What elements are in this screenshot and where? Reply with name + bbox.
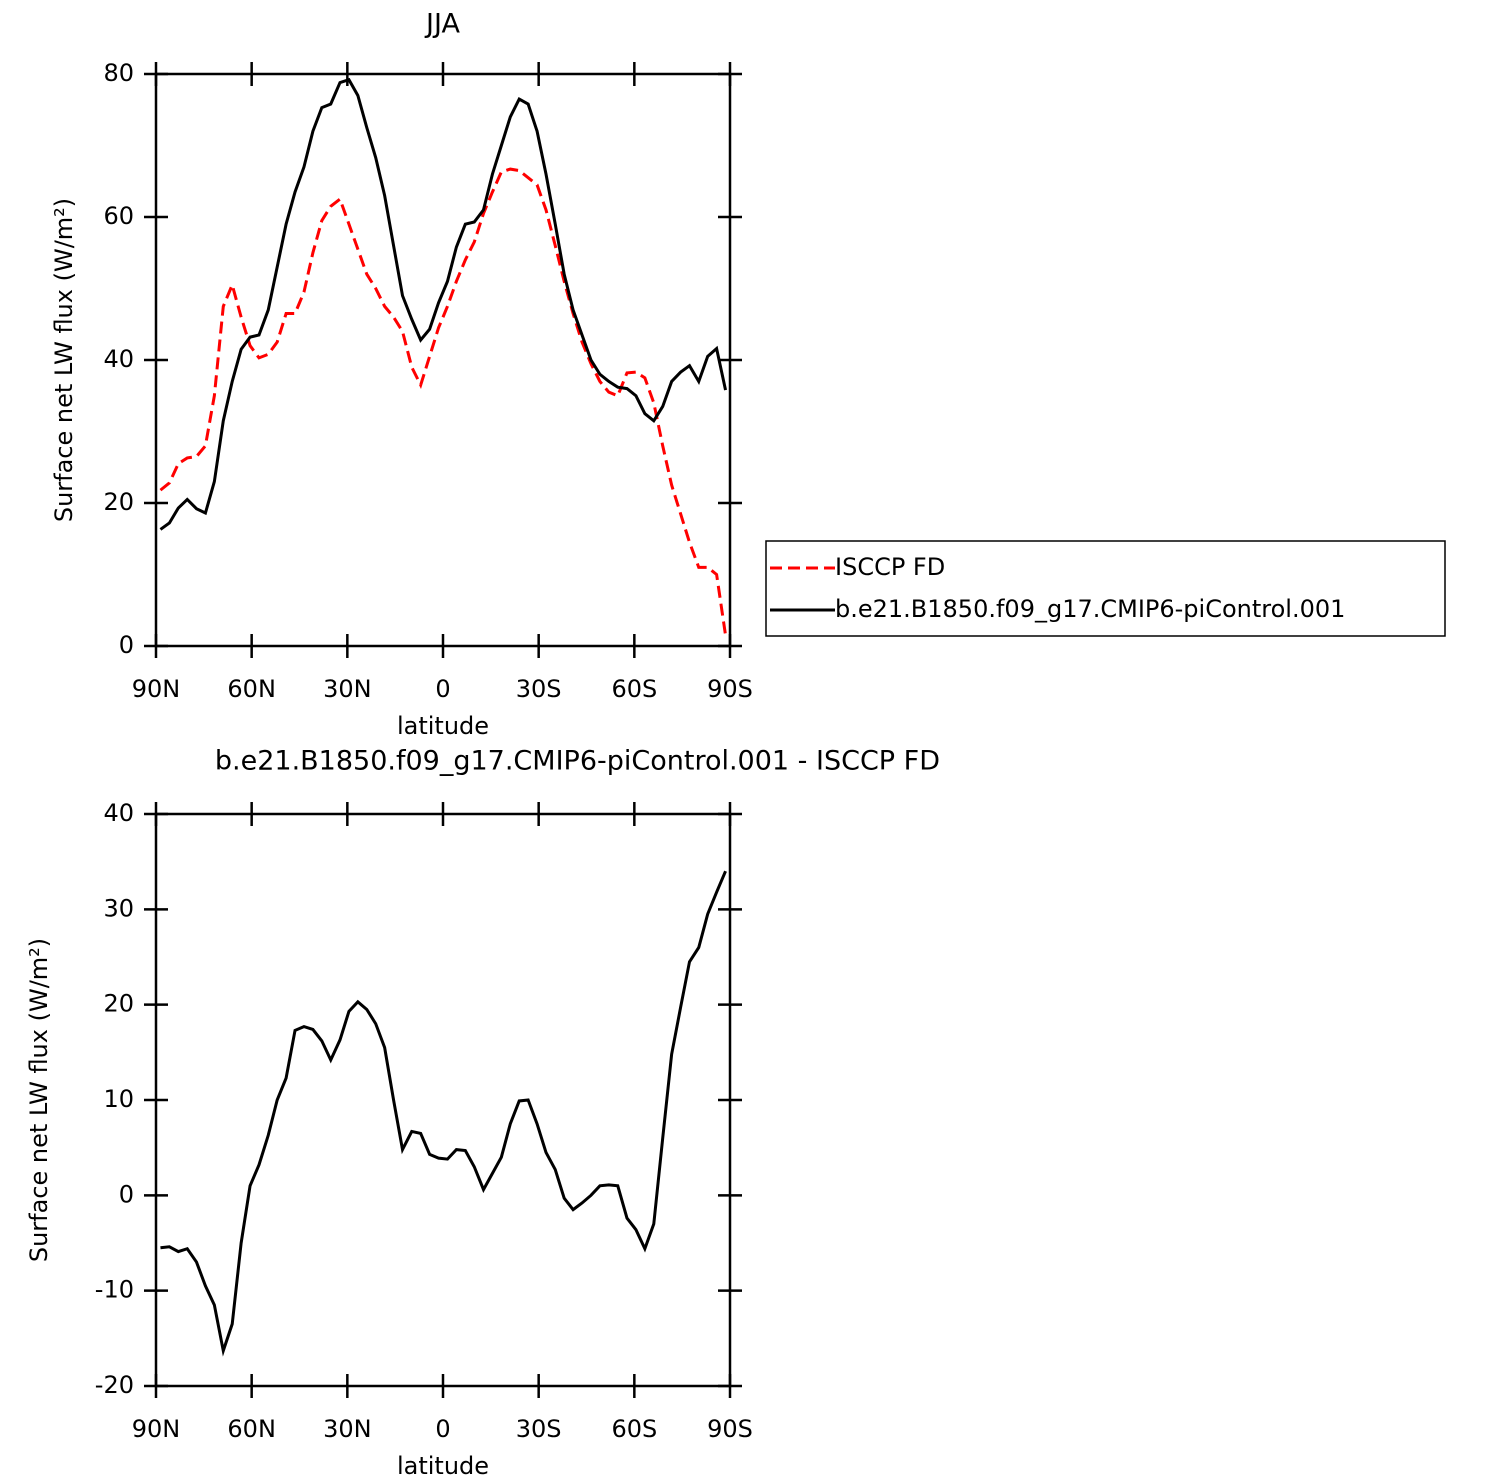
y-tick-label: 30: [103, 894, 134, 922]
x-tick-label: 90N: [132, 675, 181, 703]
legend-label: ISCCP FD: [835, 553, 945, 581]
y-axis-label: Surface net LW flux (W/m²): [50, 198, 78, 522]
x-tick-label: 30N: [323, 1415, 372, 1443]
x-axis-label: latitude: [397, 712, 489, 740]
y-tick-label: -10: [95, 1276, 134, 1304]
data-line: [159, 167, 728, 636]
y-tick-label: 60: [103, 202, 134, 230]
y-tick-label: 0: [119, 1180, 134, 1208]
y-tick-label: 10: [103, 1085, 134, 1113]
x-tick-label: 60S: [611, 1415, 657, 1443]
x-tick-label: 30S: [516, 1415, 562, 1443]
y-axis-label: Surface net LW flux (W/m²): [25, 938, 53, 1262]
x-tick-label: 30N: [323, 675, 372, 703]
x-tick-label: 90N: [132, 1415, 181, 1443]
x-axis-label: latitude: [397, 1452, 489, 1480]
x-tick-label: 0: [435, 1415, 450, 1443]
y-tick-label: -20: [95, 1371, 134, 1399]
y-tick-label: 20: [103, 990, 134, 1018]
legend-label: b.e21.B1850.f09_g17.CMIP6-piControl.001: [835, 595, 1345, 623]
x-tick-label: 90S: [707, 1415, 753, 1443]
legend-box: [765, 540, 1446, 637]
x-tick-label: 90S: [707, 675, 753, 703]
y-tick-label: 0: [119, 631, 134, 659]
chart-title: b.e21.B1850.f09_g17.CMIP6-piControl.001 …: [215, 746, 940, 777]
x-tick-label: 30S: [516, 675, 562, 703]
plot-frame: [154, 812, 732, 1388]
y-tick-label: 40: [103, 799, 134, 827]
x-tick-label: 0: [435, 675, 450, 703]
x-tick-label: 60N: [227, 1415, 276, 1443]
data-line: [160, 870, 727, 1357]
chart-title: JJA: [424, 9, 460, 40]
y-tick-label: 20: [103, 488, 134, 516]
y-tick-label: 40: [103, 345, 134, 373]
data-line: [159, 77, 728, 531]
x-tick-label: 60S: [611, 675, 657, 703]
plot-frame: [154, 72, 732, 648]
x-tick-label: 60N: [227, 675, 276, 703]
y-tick-label: 80: [103, 59, 134, 87]
